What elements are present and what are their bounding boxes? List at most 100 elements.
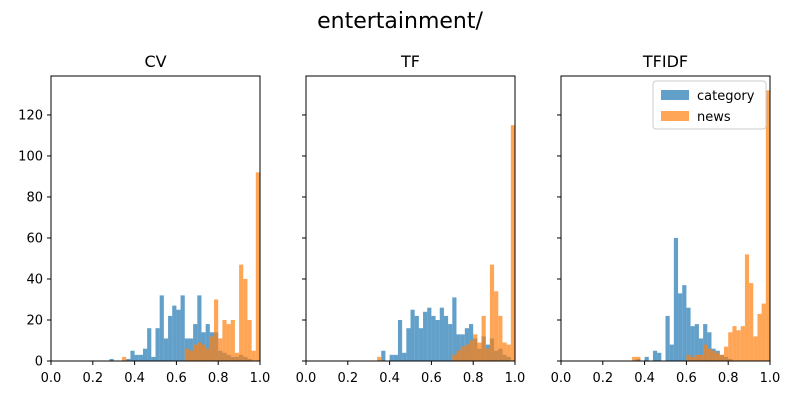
histogram-bar bbox=[176, 309, 181, 361]
histogram-bar bbox=[193, 324, 198, 361]
histogram-bar bbox=[138, 354, 143, 361]
panel-title: TF bbox=[400, 52, 420, 71]
histogram-bar bbox=[636, 356, 641, 361]
histogram-bar bbox=[205, 348, 210, 361]
histogram-bar bbox=[728, 332, 733, 361]
histogram-bar bbox=[188, 338, 194, 361]
histogram-bar bbox=[142, 348, 148, 361]
x-tick-label: 0.6 bbox=[166, 371, 187, 386]
histogram-bar bbox=[147, 328, 152, 361]
x-tick-label: 0.8 bbox=[463, 371, 484, 386]
histogram-bar bbox=[485, 348, 490, 361]
histogram-bar bbox=[711, 350, 716, 361]
x-tick-label: 0.0 bbox=[41, 371, 62, 386]
histogram-bar bbox=[172, 305, 177, 361]
histogram-bar bbox=[494, 291, 499, 361]
y-tick-label: 60 bbox=[26, 231, 43, 246]
x-tick-label: 0.0 bbox=[296, 371, 317, 386]
histogram-bar bbox=[761, 303, 766, 361]
x-tick-label: 0.2 bbox=[82, 371, 103, 386]
histogram-bar bbox=[448, 324, 453, 361]
histogram-bar bbox=[151, 356, 156, 361]
histogram-bar bbox=[247, 319, 252, 361]
histogram-bar bbox=[682, 285, 687, 361]
panel-title: TFIDF bbox=[642, 52, 688, 71]
histogram-bar bbox=[506, 344, 511, 361]
panel-tfidf: TFIDF 0.0 0.2 0.4 0.6 0.8 1.0 category news bbox=[551, 52, 781, 386]
series-news bbox=[632, 90, 770, 362]
histogram-bar bbox=[377, 356, 382, 361]
histogram-bar bbox=[694, 354, 699, 361]
histogram-bar bbox=[736, 330, 741, 361]
y-tick-label: 100 bbox=[18, 149, 43, 164]
histogram-bar bbox=[502, 342, 507, 361]
histogram-bar bbox=[397, 319, 403, 361]
x-tick-label: 0.6 bbox=[421, 371, 442, 386]
histogram-bar bbox=[130, 350, 135, 361]
series-category bbox=[636, 237, 733, 361]
histogram-bar bbox=[243, 278, 248, 361]
axes-frame bbox=[560, 75, 771, 362]
histogram-bar bbox=[209, 336, 215, 361]
histogram-bar bbox=[222, 319, 227, 361]
histogram-bar bbox=[452, 297, 457, 361]
x-tick-label: 0.4 bbox=[124, 371, 145, 386]
y-tick-label: 120 bbox=[18, 108, 43, 123]
histogram-bar bbox=[134, 354, 139, 361]
histogram-bar bbox=[188, 350, 194, 361]
histogram-bar bbox=[489, 264, 495, 361]
histogram-bar bbox=[652, 350, 658, 361]
histogram-bar bbox=[657, 352, 662, 361]
histogram-bar bbox=[452, 354, 457, 361]
histogram-bar bbox=[498, 315, 503, 361]
histogram-bar bbox=[673, 237, 679, 361]
histogram-bar bbox=[230, 319, 235, 361]
histogram-bar bbox=[686, 307, 691, 361]
histogram-bar bbox=[427, 307, 432, 361]
histogram-bar bbox=[665, 315, 670, 361]
histogram-bar bbox=[757, 313, 762, 361]
histogram-bar bbox=[477, 342, 482, 361]
histogram-bar bbox=[744, 254, 750, 361]
histogram-bar bbox=[456, 350, 461, 361]
histogram-bar bbox=[239, 264, 244, 361]
histogram-bar bbox=[193, 344, 198, 361]
histogram-bar bbox=[469, 340, 474, 361]
histogram-bar bbox=[163, 338, 169, 361]
legend-label: news bbox=[697, 110, 731, 125]
axes-frame bbox=[305, 75, 516, 362]
histogram-bar bbox=[197, 295, 202, 361]
histogram-bar bbox=[753, 336, 758, 361]
histogram-bar bbox=[690, 326, 695, 361]
x-tick-label: 0.6 bbox=[676, 371, 697, 386]
histogram-bar bbox=[707, 332, 712, 361]
histogram-bar bbox=[155, 328, 160, 361]
series-news bbox=[122, 172, 260, 361]
x-tick-label: 0.4 bbox=[634, 371, 655, 386]
histogram-bar bbox=[406, 328, 411, 361]
y-tick-label: 80 bbox=[26, 190, 43, 205]
histogram-bar bbox=[740, 326, 745, 361]
x-tick-label: 0.8 bbox=[208, 371, 229, 386]
x-tick-label: 1.0 bbox=[505, 371, 526, 386]
histogram-bar bbox=[456, 334, 461, 361]
figure-title: entertainment/ bbox=[317, 9, 483, 34]
histogram-bar bbox=[381, 350, 386, 361]
histogram-bar bbox=[765, 90, 770, 362]
series-news bbox=[377, 125, 515, 361]
histogram-bar bbox=[197, 342, 202, 361]
y-tick-label: 20 bbox=[26, 313, 43, 328]
x-tick-label: 1.0 bbox=[760, 371, 781, 386]
histogram-bar bbox=[122, 356, 127, 361]
x-tick-label: 0.8 bbox=[718, 371, 739, 386]
histogram-bar bbox=[418, 328, 424, 361]
histogram-bar bbox=[707, 348, 712, 361]
histogram-bar bbox=[719, 354, 725, 361]
histogram-bar bbox=[410, 309, 415, 361]
histogram-bar bbox=[393, 354, 398, 361]
histogram-bar bbox=[732, 326, 737, 361]
x-tick-label: 0.2 bbox=[337, 371, 358, 386]
axes-frame bbox=[50, 75, 261, 362]
histogram-bar bbox=[439, 307, 444, 361]
